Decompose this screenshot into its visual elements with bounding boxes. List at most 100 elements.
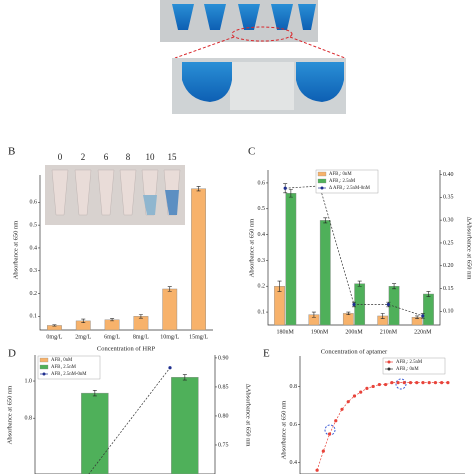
legend-box — [37, 355, 101, 380]
y-tick-label: 1.0 — [25, 378, 33, 384]
y-tick-label: 0.4 — [290, 460, 298, 466]
error-bar — [182, 374, 187, 381]
data-point — [168, 366, 172, 370]
x-tick-label: 210nM — [380, 329, 398, 335]
y2-tick-label: 0.30 — [443, 218, 454, 224]
bar — [104, 319, 120, 331]
y-tick-label: 0.3 — [30, 268, 38, 274]
highlight — [395, 378, 407, 390]
y-tick-label: 0.8 — [290, 384, 298, 390]
y-tick-label: 0.6 — [258, 180, 266, 186]
y-tick-label: 0.1 — [30, 314, 38, 320]
photo-label: 10 — [146, 152, 156, 162]
data-point — [421, 381, 425, 385]
error-bar — [380, 313, 385, 319]
bar — [388, 286, 400, 326]
plot-marks — [315, 381, 450, 472]
y2-tick-label: 0.10 — [443, 309, 454, 315]
y2-axis-label: ΔAbsorbance at 650 nm — [245, 384, 252, 447]
y-tick-label: 0.3 — [258, 258, 266, 264]
legend-label: AFB₁: 0nM — [329, 172, 352, 177]
data-point — [352, 302, 356, 307]
bar — [285, 193, 297, 326]
legend-label: AFB₁ 2.5nM — [51, 365, 77, 370]
error-bar — [392, 283, 397, 290]
y2-tick-label: 0.25 — [443, 240, 454, 246]
bar — [354, 283, 366, 326]
data-point — [283, 186, 287, 190]
legend-swatch — [317, 171, 327, 177]
data-point — [315, 468, 319, 472]
error-bar — [357, 280, 362, 287]
error-bar — [346, 311, 351, 315]
axis — [267, 170, 441, 326]
y-tick-label: 0.4 — [258, 232, 266, 238]
panel-label: B — [8, 146, 15, 158]
bar — [274, 286, 285, 326]
error-bar — [426, 291, 431, 297]
y2-axis-label: ΔAbsorbance at 650 nm — [466, 217, 473, 280]
x-tick-label: 180nM — [277, 329, 295, 335]
error-bar — [277, 280, 282, 292]
legend-box — [382, 357, 446, 375]
y2-tick-label: 0.75 — [218, 442, 229, 448]
legend-swatch — [387, 367, 391, 371]
axis — [39, 175, 213, 331]
photo-label: 15 — [168, 152, 178, 162]
error-bar — [311, 311, 316, 318]
plot-marks — [47, 186, 206, 331]
y-tick-label: 0.5 — [30, 223, 38, 229]
data-point — [440, 381, 444, 385]
error-bar — [110, 318, 115, 322]
photo-label: 2 — [81, 152, 86, 162]
y-tick-label: 0.6 — [290, 422, 298, 428]
x-tick-label: 200nM — [345, 329, 363, 335]
error-bar — [288, 189, 293, 198]
x-tick-label: 10mg/L — [160, 334, 179, 340]
data-point — [421, 314, 425, 318]
error-bar — [323, 217, 328, 224]
photo-label: 6 — [104, 152, 109, 162]
legend-swatch — [39, 357, 49, 363]
legend-swatch — [320, 186, 324, 190]
y2-tick-label: 0.35 — [443, 195, 454, 201]
x-axis-label: Concentration of HRP — [97, 345, 156, 352]
x-tick-label: 220nM — [414, 329, 432, 335]
data-line — [285, 185, 423, 317]
plot-marks — [81, 366, 199, 474]
legend-swatch — [39, 364, 49, 370]
legend-swatch — [42, 372, 46, 376]
x-tick-label: 2mg/L — [75, 334, 91, 340]
data-point — [402, 381, 406, 385]
bar — [191, 188, 206, 331]
axis — [299, 356, 465, 474]
data-point — [327, 432, 332, 436]
panel-label: C — [248, 146, 255, 158]
y-axis-label: Absorbance at 650 nm — [6, 386, 13, 445]
error-bar — [92, 390, 97, 397]
data-point — [365, 386, 369, 390]
legend-swatch — [387, 360, 391, 364]
data-point — [340, 407, 344, 411]
bar — [423, 293, 434, 326]
legend-label: AFB₁ 0nM — [51, 358, 73, 363]
legend-label: AFB₁: 2.5nM — [396, 360, 423, 365]
data-point — [396, 381, 400, 385]
data-point — [390, 381, 394, 385]
data-line — [88, 367, 171, 474]
y2-tick-label: 0.90 — [218, 355, 229, 361]
y-tick-label: 0.4 — [30, 245, 38, 251]
x-tick-label: 190nM — [311, 329, 329, 335]
photo-label: 8 — [126, 152, 131, 162]
bar — [162, 288, 178, 331]
data-point — [321, 449, 325, 453]
y-tick-label: 0.1 — [258, 309, 266, 315]
data-point — [346, 400, 350, 404]
y2-tick-label: 0.15 — [443, 286, 454, 292]
legend-box — [315, 169, 379, 194]
data-point — [352, 394, 357, 398]
data-point — [386, 302, 390, 307]
error-bar — [167, 286, 172, 292]
y-axis-label: Absorbance at 650 nm — [280, 401, 287, 460]
bar — [171, 377, 199, 474]
